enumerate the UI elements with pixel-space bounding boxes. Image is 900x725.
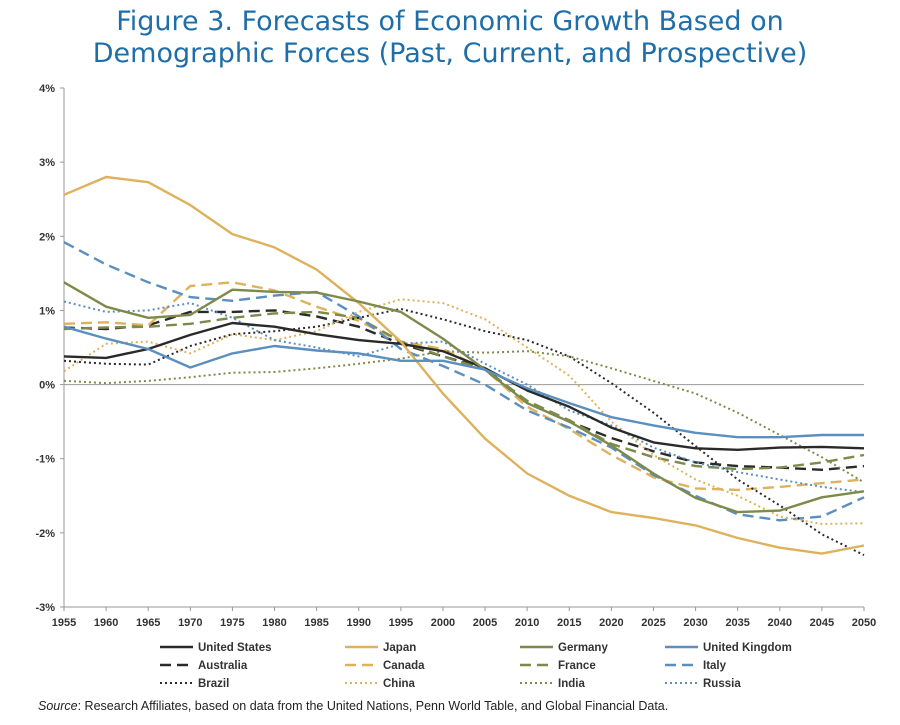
- x-tick-label: 2010: [515, 617, 539, 629]
- legend-australia-label: Australia: [198, 660, 248, 672]
- source-text: : Research Affiliates, based on data fro…: [77, 699, 669, 713]
- x-tick-label: 2045: [810, 617, 834, 629]
- y-tick-label: 2%: [39, 231, 55, 243]
- legend-canada-label: Canada: [383, 660, 425, 672]
- x-tick-label: 2030: [683, 617, 707, 629]
- series-line-united-kingdom: [63, 325, 864, 439]
- y-tick-label: 3%: [39, 157, 55, 169]
- x-tick-label: 2000: [431, 617, 455, 629]
- x-tick-label: 1955: [52, 617, 76, 629]
- legend-china-label: China: [383, 678, 416, 690]
- source-note: Source: Research Affiliates, based on da…: [38, 699, 668, 713]
- chart-title: Figure 3. Forecasts of Economic Growth B…: [0, 6, 900, 70]
- x-tick-label: 2005: [473, 617, 497, 629]
- x-tick-label: 1985: [304, 617, 328, 629]
- x-tick-label: 2020: [599, 617, 623, 629]
- x-tick-label: 2050: [852, 617, 876, 629]
- legend-united-states-label: United States: [198, 642, 272, 654]
- series-line-france: [63, 310, 865, 471]
- x-tick-label: 1995: [389, 617, 413, 629]
- series-line-australia: [63, 309, 865, 471]
- y-tick-label: -2%: [35, 528, 55, 540]
- legend-united-kingdom-label: United Kingdom: [703, 642, 792, 654]
- x-tick-label: 1965: [136, 617, 160, 629]
- series-line-russia: [63, 300, 865, 494]
- series-line-japan: [63, 175, 865, 555]
- legend-russia-label: Russia: [703, 678, 741, 690]
- x-tick-label: 2040: [768, 617, 792, 629]
- chart-title-line-1: Figure 3. Forecasts of Economic Growth B…: [116, 6, 784, 37]
- x-tick-label: 1970: [178, 617, 202, 629]
- y-tick-label: 0%: [39, 380, 55, 392]
- x-tick-label: 2035: [725, 617, 749, 629]
- y-tick-label: -1%: [35, 454, 55, 466]
- y-tick-label: 4%: [39, 83, 55, 95]
- x-tick-label: 1990: [346, 617, 370, 629]
- x-tick-label: 1960: [94, 617, 118, 629]
- legend-italy-label: Italy: [703, 660, 727, 672]
- legend-france-label: France: [558, 660, 596, 672]
- x-tick-label: 2025: [641, 617, 665, 629]
- x-tick-label: 2015: [557, 617, 581, 629]
- series-line-italy: [63, 241, 865, 522]
- x-tick-label: 1980: [262, 617, 286, 629]
- chart-title-line-2: Demographic Forces (Past, Current, and P…: [92, 38, 808, 69]
- x-tick-label: 1975: [220, 617, 244, 629]
- series-line-germany: [63, 281, 865, 514]
- source-label: Source: [38, 699, 78, 713]
- series-line-brazil: [63, 307, 865, 556]
- series-line-china: [63, 298, 865, 525]
- legend-brazil-label: Brazil: [198, 678, 229, 690]
- y-tick-label: 1%: [39, 305, 55, 317]
- y-tick-label: -3%: [35, 602, 55, 614]
- legend-germany-label: Germany: [558, 642, 608, 654]
- series-line-united-states: [63, 321, 865, 451]
- legend-india-label: India: [558, 678, 585, 690]
- legend-japan-label: Japan: [383, 642, 416, 654]
